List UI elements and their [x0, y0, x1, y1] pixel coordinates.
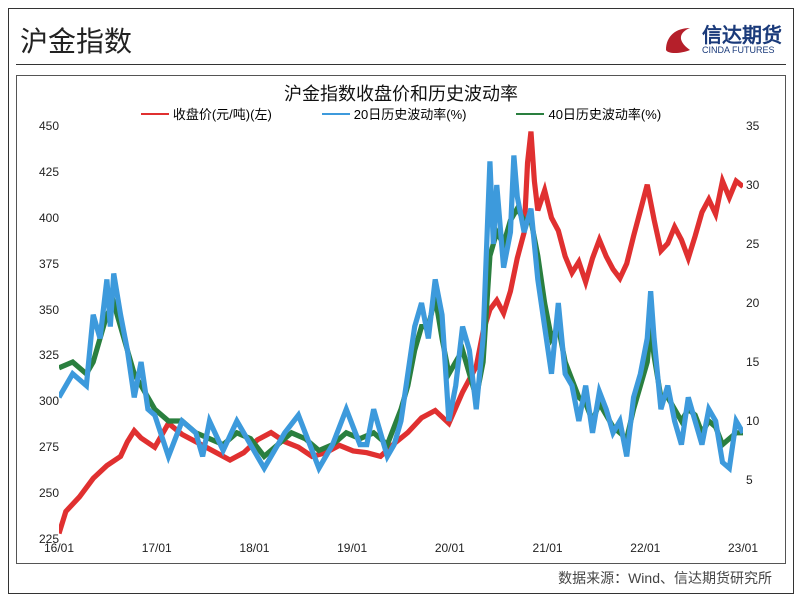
y-left-tick: 300	[19, 394, 59, 408]
plot-area	[59, 126, 743, 539]
x-tick: 23/01	[728, 541, 758, 555]
legend-item-vol20: 20日历史波动率(%)	[322, 104, 467, 123]
legend-label-vol20: 20日历史波动率(%)	[354, 104, 467, 123]
x-tick: 22/01	[630, 541, 660, 555]
y-left-tick: 325	[19, 348, 59, 362]
y-left-tick: 400	[19, 211, 59, 225]
logo: 信达期货 CINDA FUTURES	[660, 22, 782, 58]
header-rule	[16, 64, 786, 65]
series-close	[59, 131, 743, 533]
y-left-tick: 350	[19, 303, 59, 317]
chart-legend: 收盘价(元/吨)(左) 20日历史波动率(%) 40日历史波动率(%)	[17, 104, 785, 123]
x-tick: 21/01	[533, 541, 563, 555]
y-left-tick: 275	[19, 440, 59, 454]
y-axis-right: 5101520253035	[743, 126, 783, 539]
y-right-tick: 15	[746, 355, 786, 369]
y-right-tick: 20	[746, 296, 786, 310]
y-right-tick: 10	[746, 414, 786, 428]
x-tick: 18/01	[239, 541, 269, 555]
x-tick: 20/01	[435, 541, 465, 555]
page-title: 沪金指数	[20, 20, 132, 60]
logo-text-en: CINDA FUTURES	[702, 46, 782, 55]
data-source: 数据来源：Wind、信达期货研究所	[558, 568, 772, 588]
logo-text-zh: 信达期货	[702, 26, 782, 46]
legend-swatch-vol40	[516, 113, 544, 115]
y-left-tick: 450	[19, 119, 59, 133]
legend-label-vol40: 40日历史波动率(%)	[548, 104, 661, 123]
legend-swatch-close	[141, 113, 169, 115]
x-tick: 16/01	[44, 541, 74, 555]
y-right-tick: 30	[746, 178, 786, 192]
y-right-tick: 25	[746, 237, 786, 251]
x-tick: 17/01	[142, 541, 172, 555]
x-axis: 16/0117/0118/0119/0120/0121/0122/0123/01	[59, 541, 743, 559]
header: 沪金指数 信达期货 CINDA FUTURES	[20, 14, 782, 66]
y-right-tick: 35	[746, 119, 786, 133]
chart-area: 沪金指数收盘价和历史波动率 收盘价(元/吨)(左) 20日历史波动率(%) 40…	[16, 75, 786, 564]
y-left-tick: 425	[19, 165, 59, 179]
legend-item-vol40: 40日历史波动率(%)	[516, 104, 661, 123]
y-left-tick: 375	[19, 257, 59, 271]
x-tick: 19/01	[337, 541, 367, 555]
y-left-tick: 250	[19, 486, 59, 500]
cinda-logo-icon	[660, 22, 696, 58]
legend-item-close: 收盘价(元/吨)(左)	[141, 104, 272, 123]
y-axis-left: 225250275300325350375400425450	[19, 126, 59, 539]
y-right-tick: 5	[746, 473, 786, 487]
chart-title: 沪金指数收盘价和历史波动率	[17, 80, 785, 106]
legend-swatch-vol20	[322, 113, 350, 115]
chart-container: 沪金指数收盘价和历史波动率 收盘价(元/吨)(左) 20日历史波动率(%) 40…	[16, 75, 786, 564]
legend-label-close: 收盘价(元/吨)(左)	[173, 104, 272, 123]
plot-svg	[59, 126, 743, 539]
